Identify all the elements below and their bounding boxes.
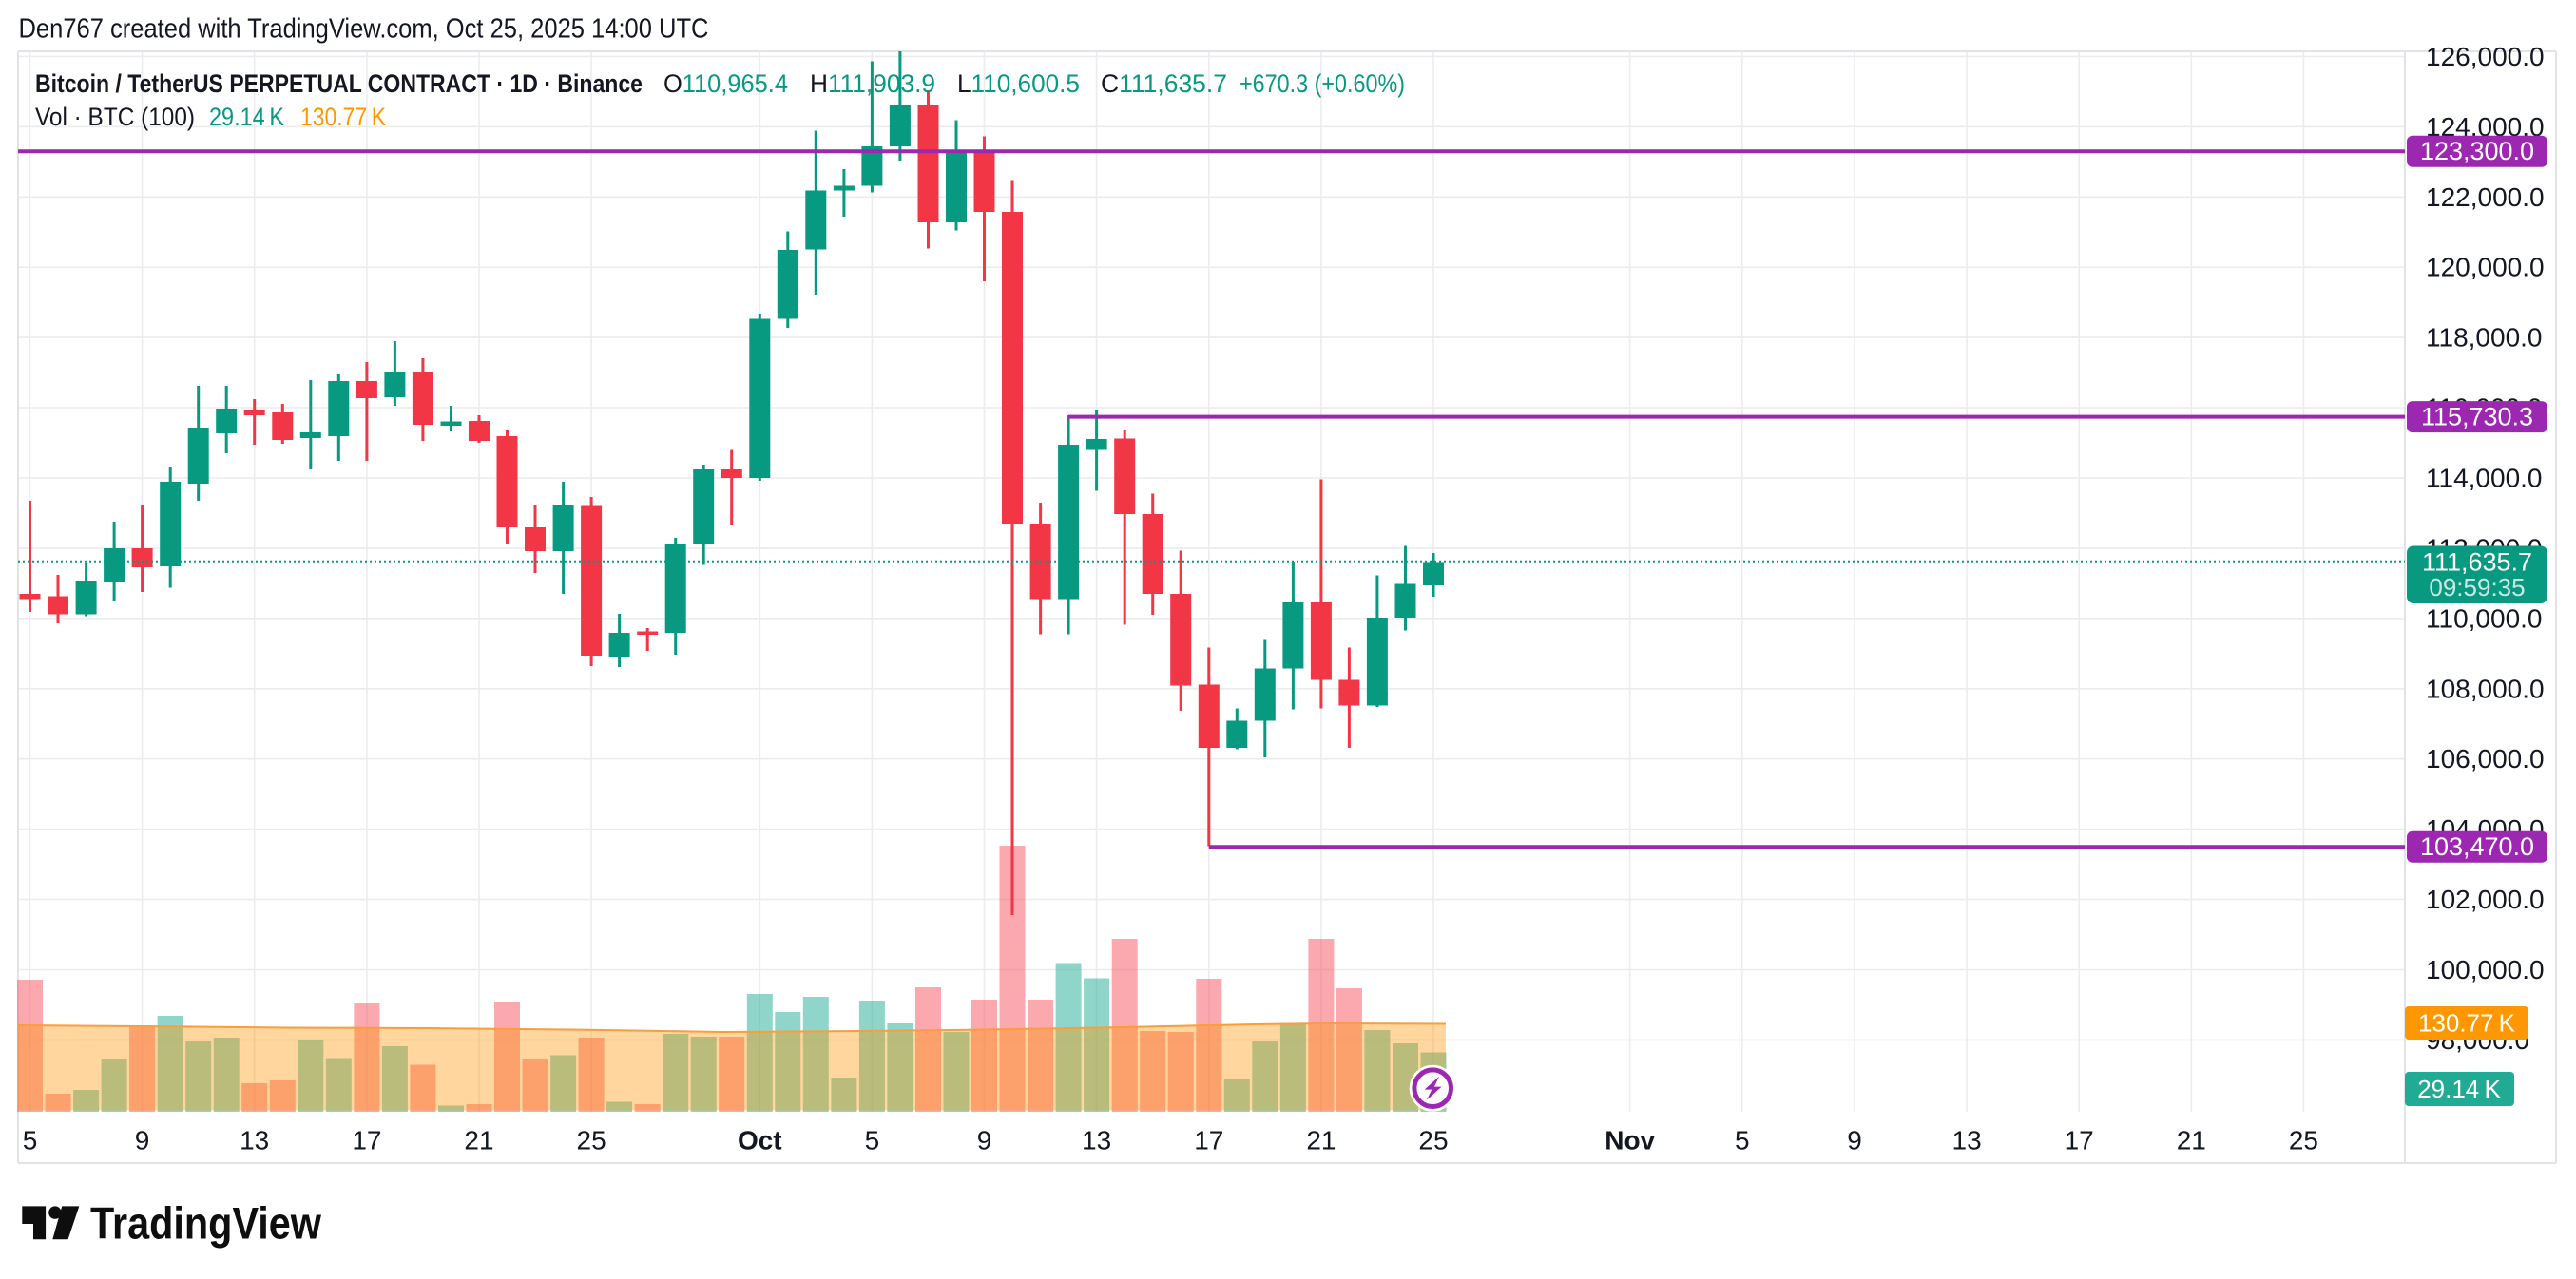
- svg-text:Den767 created with TradingVie: Den767 created with TradingView.com, Oct…: [19, 14, 709, 45]
- svg-text:9: 9: [1847, 1126, 1862, 1155]
- svg-text:103,470.0: 103,470.0: [2420, 832, 2534, 861]
- svg-text:108,000.0: 108,000.0: [2426, 674, 2545, 703]
- svg-text:O110,965.4: O110,965.4: [663, 69, 788, 98]
- svg-text:13: 13: [1952, 1126, 1982, 1155]
- svg-text:25: 25: [577, 1126, 606, 1155]
- svg-text:111,635.7: 111,635.7: [2422, 548, 2532, 577]
- svg-text:122,000.0: 122,000.0: [2426, 182, 2545, 212]
- svg-text:120,000.0: 120,000.0: [2426, 253, 2545, 282]
- svg-text:9: 9: [135, 1126, 150, 1155]
- svg-text:17: 17: [2065, 1126, 2094, 1155]
- svg-text:17: 17: [352, 1126, 381, 1155]
- svg-text:115,730.3: 115,730.3: [2421, 403, 2533, 431]
- svg-text:102,000.0: 102,000.0: [2426, 885, 2545, 914]
- svg-text:9: 9: [977, 1126, 992, 1155]
- svg-text:21: 21: [1306, 1126, 1336, 1155]
- svg-text:Bitcoin / TetherUS PERPETUAL C: Bitcoin / TetherUS PERPETUAL CONTRACT · …: [35, 69, 643, 98]
- svg-text:118,000.0: 118,000.0: [2426, 323, 2543, 353]
- svg-text:126,000.0: 126,000.0: [2426, 42, 2545, 71]
- svg-text:L110,600.5: L110,600.5: [957, 69, 1080, 98]
- svg-text:13: 13: [240, 1126, 269, 1155]
- svg-text:5: 5: [1735, 1126, 1750, 1155]
- svg-text:100,000.0: 100,000.0: [2426, 955, 2545, 984]
- svg-text:17: 17: [1194, 1126, 1223, 1155]
- svg-text:21: 21: [464, 1126, 493, 1155]
- svg-text:29.14 K: 29.14 K: [209, 103, 284, 131]
- svg-text:13: 13: [1082, 1126, 1111, 1155]
- svg-text:09:59:35: 09:59:35: [2429, 573, 2525, 601]
- svg-text:21: 21: [2177, 1126, 2206, 1155]
- svg-text:106,000.0: 106,000.0: [2426, 744, 2545, 773]
- svg-text:114,000.0: 114,000.0: [2426, 464, 2543, 493]
- svg-text:+670.3 (+0.60%): +670.3 (+0.60%): [1240, 69, 1405, 98]
- svg-text:Vol · BTC (100): Vol · BTC (100): [35, 103, 195, 131]
- svg-text:Oct: Oct: [738, 1126, 782, 1155]
- svg-text:C111,635.7: C111,635.7: [1101, 69, 1227, 98]
- svg-text:29.14 K: 29.14 K: [2417, 1075, 2501, 1103]
- svg-text:25: 25: [1418, 1126, 1448, 1155]
- svg-text:5: 5: [865, 1126, 880, 1155]
- svg-text:H111,903.9: H111,903.9: [810, 69, 935, 98]
- svg-text:TradingView: TradingView: [90, 1198, 321, 1249]
- svg-text:110,000.0: 110,000.0: [2426, 603, 2543, 633]
- svg-text:123,300.0: 123,300.0: [2420, 137, 2534, 165]
- svg-text:25: 25: [2289, 1126, 2318, 1155]
- svg-text:Nov: Nov: [1605, 1126, 1655, 1155]
- svg-text:130.77 K: 130.77 K: [300, 103, 386, 131]
- svg-text:130.77 K: 130.77 K: [2418, 1009, 2516, 1038]
- svg-text:5: 5: [23, 1126, 38, 1155]
